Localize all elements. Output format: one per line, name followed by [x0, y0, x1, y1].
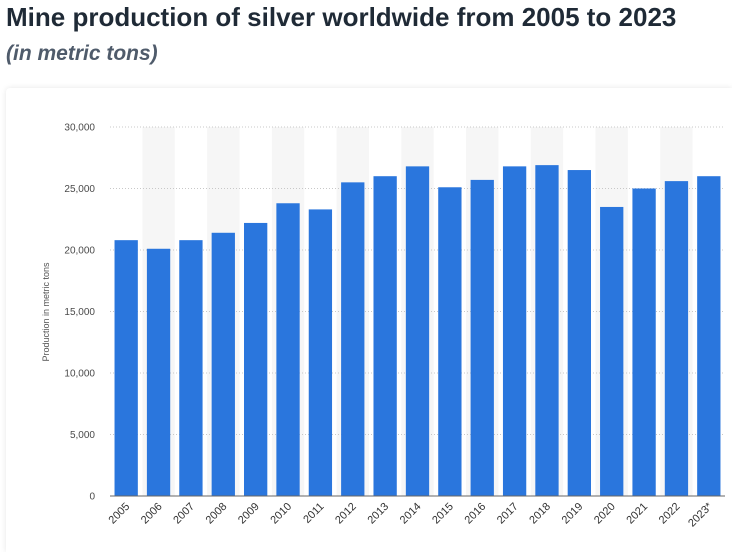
bar-2010[interactable] [276, 203, 300, 496]
x-tick-label: 2017 [495, 501, 521, 527]
bar-2011[interactable] [308, 209, 333, 496]
x-tick-label: 2005 [107, 501, 133, 527]
bar-2017[interactable] [502, 166, 527, 497]
x-tick-label: 2021 [624, 501, 650, 527]
bar-2018[interactable] [535, 165, 559, 496]
y-tick-label: 30,000 [64, 123, 95, 134]
bar-2023*[interactable] [697, 176, 721, 496]
bar-2016[interactable] [470, 179, 494, 496]
bar-2019[interactable] [567, 170, 591, 497]
bar-2007[interactable] [179, 240, 203, 496]
y-tick-label: 10,000 [64, 369, 95, 380]
x-tick-label: 2018 [527, 501, 553, 527]
x-tick-label: 2019 [560, 501, 586, 527]
bar-2015[interactable] [438, 187, 462, 496]
x-tick-label: 2023* [686, 500, 715, 529]
x-tick-label: 2009 [236, 501, 262, 527]
x-tick-label: 2020 [592, 501, 618, 527]
x-tick-label: 2013 [365, 501, 391, 527]
x-tick-label: 2016 [463, 501, 489, 527]
bar-2014[interactable] [405, 166, 430, 497]
y-axis-ticks: 0 5,000 10,000 15,000 20,000 25,000 30,000 [64, 123, 95, 503]
chart-title: Mine production of silver worldwide from… [6, 2, 677, 32]
bar-2008[interactable] [211, 232, 235, 496]
x-tick-label: 2011 [301, 501, 326, 526]
bar-2005[interactable] [114, 240, 138, 496]
bar-2013[interactable] [373, 176, 397, 496]
bar-2009[interactable] [244, 222, 268, 496]
bar-2022[interactable] [664, 181, 689, 496]
y-tick-label: 0 [89, 492, 95, 503]
y-tick-label: 5,000 [70, 430, 95, 441]
y-tick-label: 20,000 [64, 246, 95, 257]
x-tick-label: 2007 [171, 501, 197, 527]
y-tick-label: 25,000 [64, 184, 95, 195]
chart-subtitle: (in metric tons) [6, 42, 158, 65]
x-tick-label: 2008 [204, 501, 230, 527]
y-tick-label: 15,000 [64, 307, 95, 318]
bar-2021[interactable] [632, 188, 656, 497]
x-tick-label: 2012 [333, 501, 359, 527]
bar-2012[interactable] [341, 182, 365, 496]
bars [114, 165, 721, 497]
x-tick-label: 2014 [398, 501, 424, 527]
bar-2006[interactable] [146, 248, 171, 496]
bar-2020[interactable] [600, 206, 624, 496]
x-tick-label: 2010 [268, 501, 294, 527]
y-axis-title: Production in metric tons [41, 262, 51, 362]
x-tick-label: 2022 [657, 501, 683, 527]
x-tick-label: 2015 [430, 501, 456, 527]
x-tick-label: 2006 [139, 501, 165, 527]
x-axis-ticks: 2005 2006 2007 2008 2009 2010 2011 2012 2013 2014… [107, 500, 716, 529]
